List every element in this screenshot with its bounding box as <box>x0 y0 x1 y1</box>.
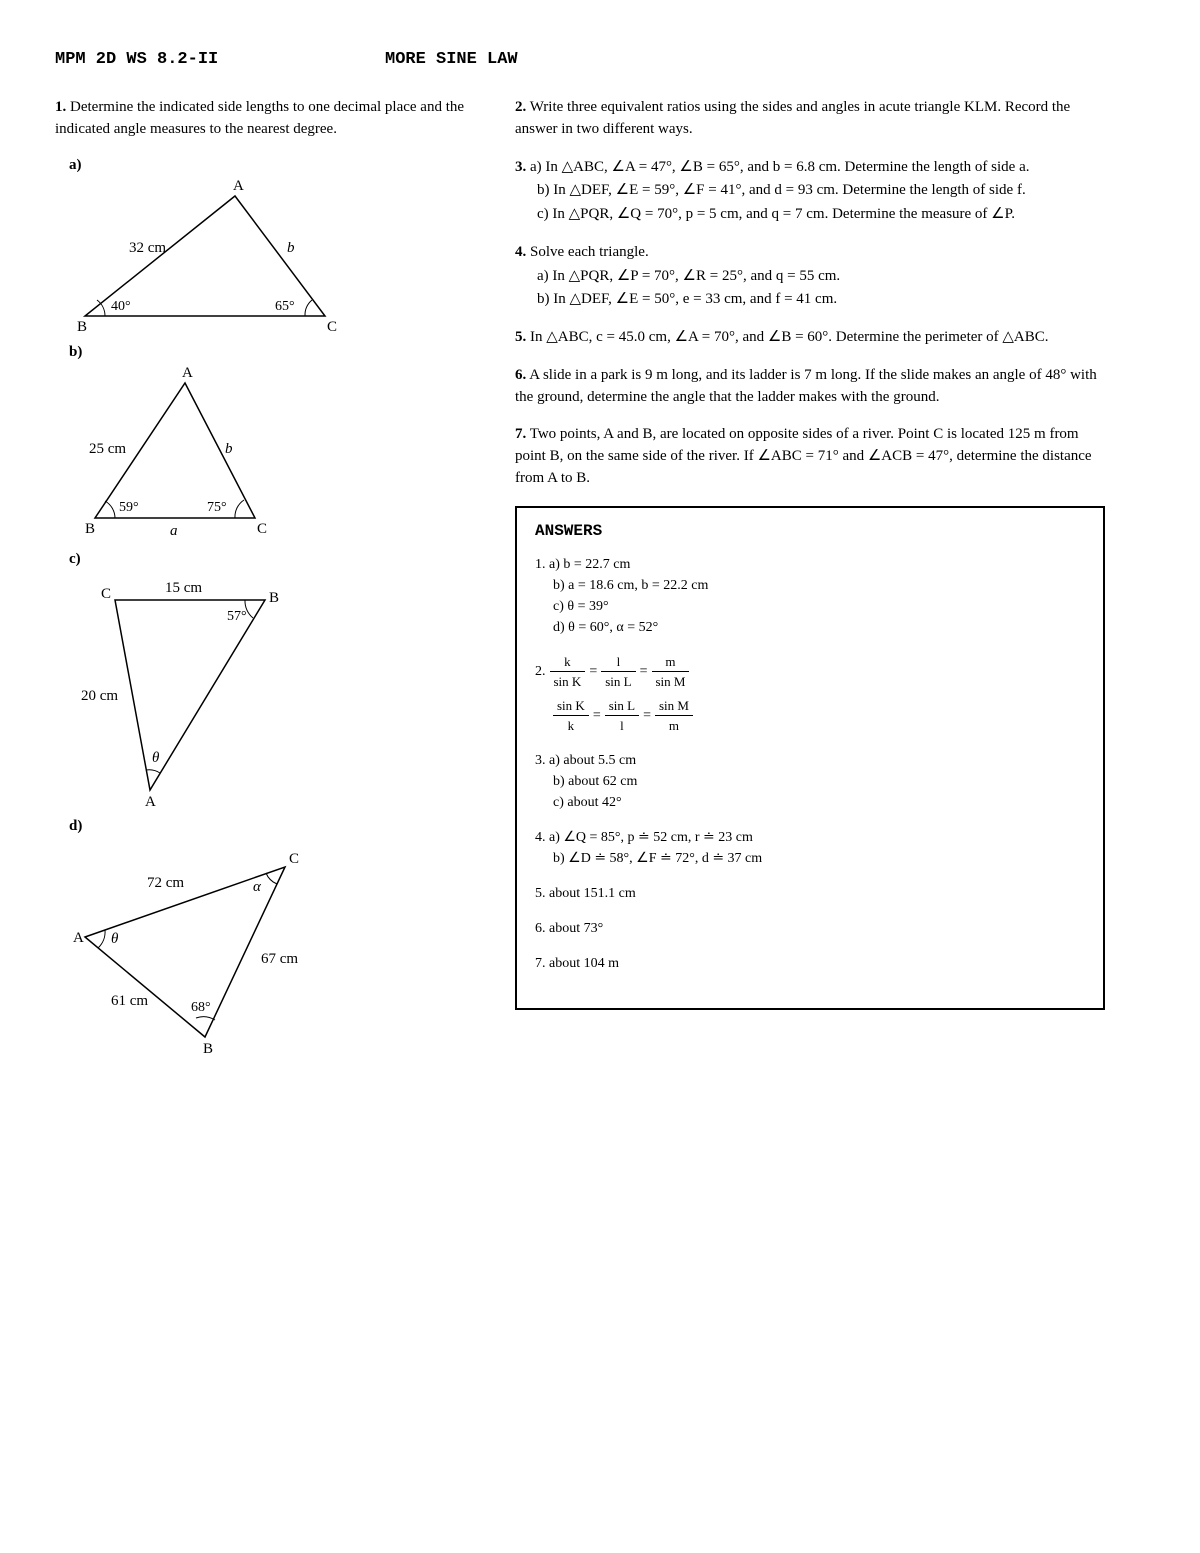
svg-text:65°: 65° <box>275 299 295 314</box>
answers-title: ANSWERS <box>535 522 1085 540</box>
q2-num: 2. <box>515 99 526 115</box>
question-5: 5. In △ABC, c = 45.0 cm, ∠A = 70°, and ∠… <box>515 327 1105 349</box>
svg-text:75°: 75° <box>207 500 227 515</box>
q1a-label: a) <box>69 157 475 174</box>
svg-text:57°: 57° <box>227 609 247 624</box>
ans-3b: b) about 62 cm <box>553 771 1085 792</box>
svg-text:a: a <box>170 523 178 539</box>
svg-text:C: C <box>289 851 299 867</box>
q3-num: 3. <box>515 159 526 175</box>
figure-1a: A B C 32 cm b 40° 65° <box>55 176 355 336</box>
figure-1b: A B C 25 cm b 59° 75° a <box>55 363 315 543</box>
question-3: 3. a) In △ABC, ∠A = 47°, ∠B = 65°, and b… <box>515 157 1105 226</box>
svg-text:40°: 40° <box>111 299 131 314</box>
svg-text:α: α <box>253 879 262 895</box>
svg-text:B: B <box>203 1041 213 1057</box>
ans-3: 3. a) about 5.5 cm b) about 62 cm c) abo… <box>535 750 1085 813</box>
ans-3c: c) about 42° <box>553 792 1085 813</box>
question-4: 4. Solve each triangle. a) In △PQR, ∠P =… <box>515 242 1105 311</box>
q5-text: In △ABC, c = 45.0 cm, ∠A = 70°, and ∠B =… <box>530 329 1049 345</box>
q5-num: 5. <box>515 329 526 345</box>
svg-text:68°: 68° <box>191 1000 211 1015</box>
ans-2-num: 2. <box>535 661 546 682</box>
q4-text: Solve each triangle. <box>530 244 649 260</box>
svg-text:A: A <box>233 178 244 194</box>
svg-text:B: B <box>269 590 279 606</box>
q7-text: Two points, A and B, are located on oppo… <box>515 426 1092 486</box>
q1d-label: d) <box>69 818 475 835</box>
q1-text: Determine the indicated side lengths to … <box>55 99 464 137</box>
question-1: 1. Determine the indicated side lengths … <box>55 97 475 141</box>
ans-1: 1. a) b = 22.7 cm b) a = 18.6 cm, b = 22… <box>535 554 1085 638</box>
svg-text:61 cm: 61 cm <box>111 993 148 1009</box>
ans-3a: 3. a) about 5.5 cm <box>535 750 1085 771</box>
answers-box: ANSWERS 1. a) b = 22.7 cm b) a = 18.6 cm… <box>515 506 1105 1010</box>
header-title: MORE SINE LAW <box>385 50 518 69</box>
ans-1d: d) θ = 60°, α = 52° <box>553 617 1085 638</box>
svg-text:15 cm: 15 cm <box>165 580 202 596</box>
svg-text:72 cm: 72 cm <box>147 875 184 891</box>
ans-1c: c) θ = 39° <box>553 596 1085 617</box>
q6-num: 6. <box>515 367 526 383</box>
ans-1b: b) a = 18.6 cm, b = 22.2 cm <box>553 575 1085 596</box>
header-code: MPM 2D WS 8.2-II <box>55 50 385 69</box>
svg-text:θ: θ <box>111 931 119 947</box>
svg-text:59°: 59° <box>119 500 139 515</box>
q1-num: 1. <box>55 99 66 115</box>
question-2: 2. Write three equivalent ratios using t… <box>515 97 1105 141</box>
svg-text:b: b <box>225 441 233 457</box>
figure-1c: C B A 15 cm 57° 20 cm θ <box>55 570 315 810</box>
q4b: b) In △DEF, ∠E = 50°, e = 33 cm, and f =… <box>537 289 1105 311</box>
figure-1d: A C B 72 cm α θ 67 cm 61 cm 68° <box>55 837 355 1057</box>
ans-6: 6. about 73° <box>535 918 1085 939</box>
svg-text:32 cm: 32 cm <box>129 240 166 256</box>
ans-1a: 1. a) b = 22.7 cm <box>535 554 1085 575</box>
question-7: 7. Two points, A and B, are located on o… <box>515 424 1105 489</box>
svg-text:A: A <box>145 794 156 810</box>
svg-text:A: A <box>182 365 193 381</box>
svg-text:B: B <box>85 521 95 537</box>
ans-7: 7. about 104 m <box>535 953 1085 974</box>
q3a: a) In △ABC, ∠A = 47°, ∠B = 65°, and b = … <box>530 159 1029 175</box>
ans-4a: 4. a) ∠Q = 85°, p ≐ 52 cm, r ≐ 23 cm <box>535 827 1085 848</box>
worksheet-header: MPM 2D WS 8.2-II MORE SINE LAW <box>55 50 1145 69</box>
svg-text:B: B <box>77 319 87 335</box>
svg-text:b: b <box>287 240 295 256</box>
ans-2: 2. ksin K = lsin L = msin M sin Kk = sin… <box>535 652 1085 736</box>
q1b-label: b) <box>69 344 475 361</box>
svg-text:C: C <box>327 319 337 335</box>
svg-text:20 cm: 20 cm <box>81 688 118 704</box>
q6-text: A slide in a park is 9 m long, and its l… <box>515 367 1097 405</box>
q4-num: 4. <box>515 244 526 260</box>
q7-num: 7. <box>515 426 526 442</box>
svg-text:θ: θ <box>152 750 160 766</box>
svg-text:C: C <box>101 586 111 602</box>
q3b: b) In △DEF, ∠E = 59°, ∠F = 41°, and d = … <box>537 180 1105 202</box>
svg-text:25 cm: 25 cm <box>89 441 126 457</box>
q2-text: Write three equivalent ratios using the … <box>515 99 1070 137</box>
q4a: a) In △PQR, ∠P = 70°, ∠R = 25°, and q = … <box>537 266 1105 288</box>
ans-4: 4. a) ∠Q = 85°, p ≐ 52 cm, r ≐ 23 cm b) … <box>535 827 1085 869</box>
ans-4b: b) ∠D ≐ 58°, ∠F ≐ 72°, d ≐ 37 cm <box>553 848 1085 869</box>
svg-text:A: A <box>73 930 84 946</box>
q1c-label: c) <box>69 551 475 568</box>
question-6: 6. A slide in a park is 9 m long, and it… <box>515 365 1105 409</box>
svg-text:C: C <box>257 521 267 537</box>
svg-text:67 cm: 67 cm <box>261 951 298 967</box>
q3c: c) In △PQR, ∠Q = 70°, p = 5 cm, and q = … <box>537 204 1105 226</box>
ans-5: 5. about 151.1 cm <box>535 883 1085 904</box>
